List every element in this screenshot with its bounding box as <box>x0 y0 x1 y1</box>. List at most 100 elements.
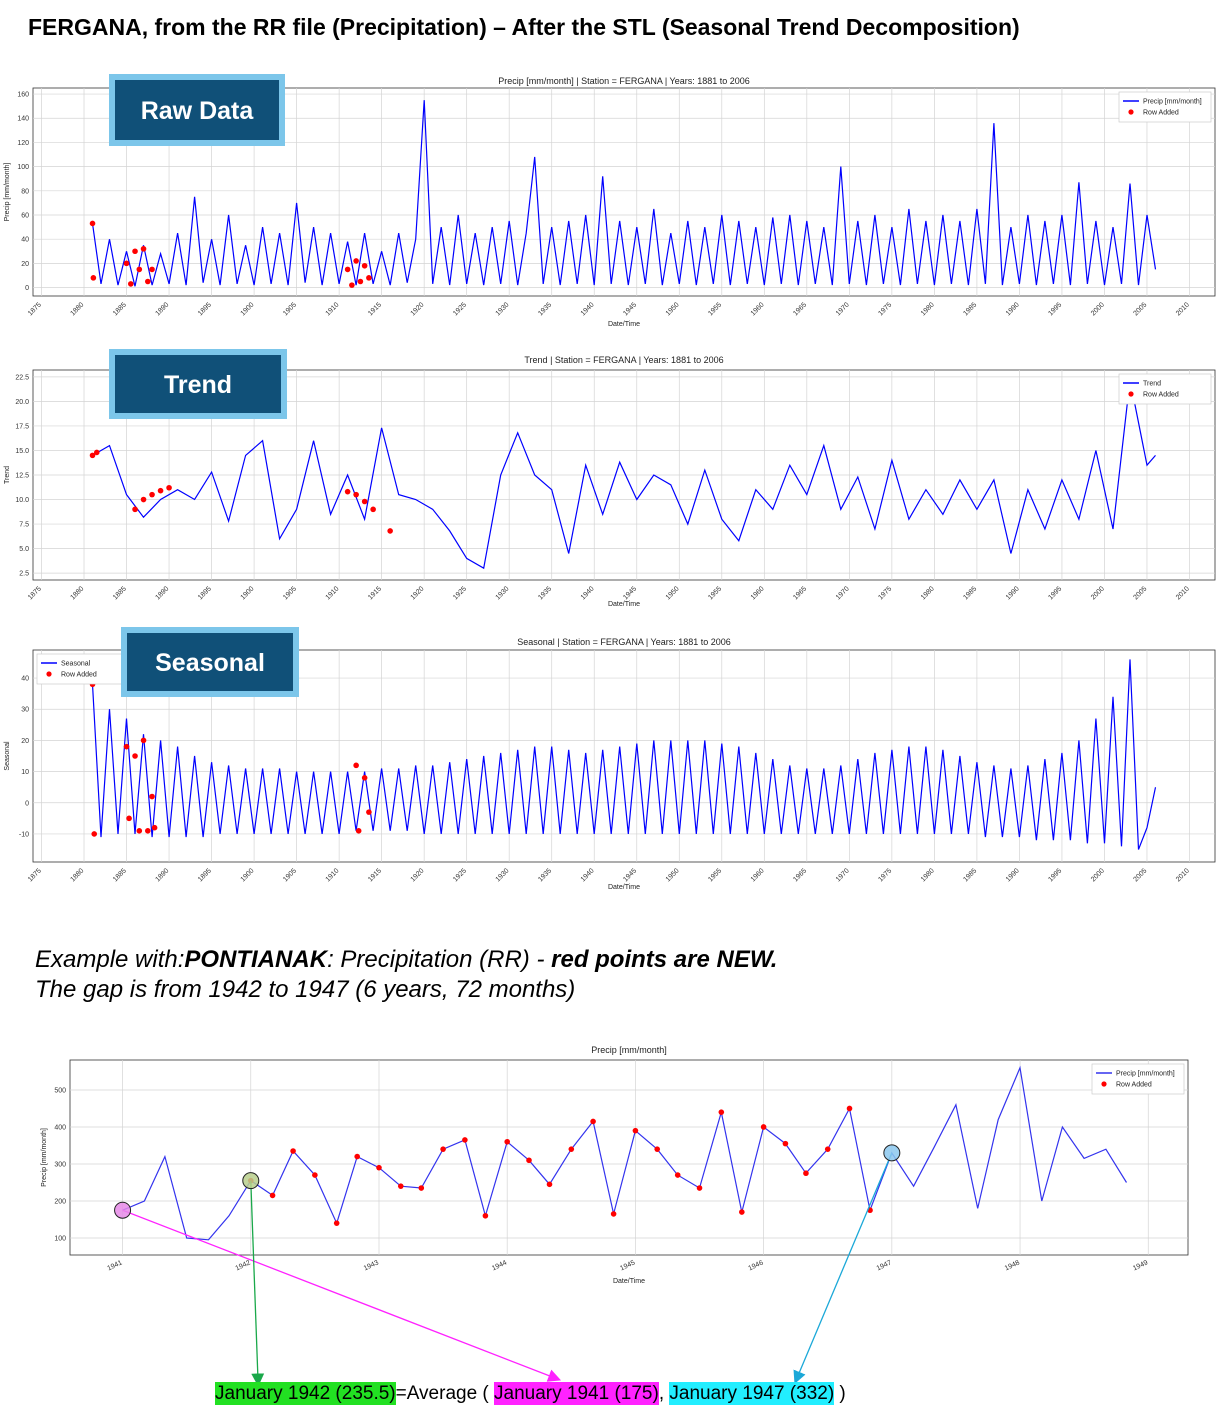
data-point <box>132 506 138 513</box>
legend-label: Trend <box>1143 381 1161 388</box>
y-tick-label: 7.5 <box>19 522 29 529</box>
data-point <box>290 1148 296 1154</box>
data-point <box>366 809 372 815</box>
x-tick-label: 1935 <box>537 301 553 317</box>
x-tick-label: 1970 <box>835 585 851 601</box>
x-tick-label: 1905 <box>282 867 298 883</box>
x-tick-label: 2000 <box>1090 301 1106 317</box>
y-tick-label: 500 <box>54 1087 66 1094</box>
x-tick-label: 2005 <box>1132 585 1148 601</box>
y-tick-label: 12.5 <box>15 473 29 480</box>
y-tick-label: 80 <box>21 188 29 195</box>
data-point <box>361 262 368 269</box>
x-tick-label: 1880 <box>69 867 85 883</box>
series-line <box>122 1065 1128 1241</box>
data-point <box>370 506 376 513</box>
y-tick-label: 17.5 <box>15 423 29 430</box>
data-point <box>123 260 130 267</box>
y-tick-label: 40 <box>21 237 29 244</box>
x-tick-label: 1970 <box>835 301 851 317</box>
formula-result: January 1942 (235.5) <box>215 1382 396 1405</box>
data-point <box>140 496 147 503</box>
x-tick-label: 1995 <box>1047 585 1063 601</box>
x-tick-label: 1960 <box>750 867 766 883</box>
data-point <box>397 1183 404 1189</box>
data-point <box>149 491 155 498</box>
data-point <box>418 1185 425 1191</box>
example-line: Example with:PONTIANAK: Precipitation (R… <box>35 946 777 973</box>
y-tick-label: 160 <box>17 92 29 99</box>
y-tick-label: 200 <box>54 1198 66 1205</box>
y-tick-label: 60 <box>21 212 29 219</box>
data-point <box>526 1157 532 1164</box>
data-point <box>590 1118 596 1125</box>
x-tick-label: 1920 <box>410 585 426 601</box>
legend-label: Seasonal <box>61 661 91 668</box>
x-tick-label: 1925 <box>452 867 468 883</box>
x-tick-label: 1945 <box>622 867 638 883</box>
data-point <box>344 488 351 495</box>
x-tick-label: 1965 <box>792 585 808 601</box>
data-point <box>93 449 100 456</box>
series-line <box>91 659 1157 850</box>
y-axis-label: Precip [mm/month] <box>4 163 11 222</box>
x-tick-label: 1875 <box>27 301 43 317</box>
example-emphasis: red points are NEW. <box>551 946 777 973</box>
x-tick-label: 1875 <box>27 867 43 883</box>
x-tick-label: 1975 <box>877 585 893 601</box>
chart-title: Seasonal | Station = FERGANA | Years: 18… <box>517 637 731 647</box>
data-point <box>739 1209 745 1215</box>
y-tick-label: -10 <box>19 831 29 838</box>
data-point <box>462 1137 468 1143</box>
x-tick-label: 1948 <box>1004 1259 1021 1272</box>
data-point <box>349 282 355 288</box>
x-tick-label: 1915 <box>367 867 383 883</box>
formula-text: , <box>658 1383 670 1404</box>
legend-swatch <box>1101 1081 1107 1087</box>
highlight <box>242 1172 260 1190</box>
x-tick-label: 1990 <box>1005 585 1021 601</box>
data-point <box>546 1181 553 1188</box>
x-tick-label: 1900 <box>240 301 256 317</box>
y-tick-label: 20 <box>21 261 29 268</box>
x-tick-label: 1925 <box>452 585 468 601</box>
x-axis-label: Date/Time <box>608 601 640 608</box>
y-tick-label: 22.5 <box>15 374 29 381</box>
series-line <box>92 379 1156 570</box>
data-point <box>132 753 138 759</box>
data-point <box>504 1138 510 1145</box>
x-tick-label: 1960 <box>750 585 766 601</box>
y-tick-label: 20 <box>21 738 29 745</box>
data-point <box>312 1172 318 1178</box>
x-tick-label: 1941 <box>106 1259 123 1272</box>
data-point <box>157 487 164 494</box>
y-tick-label: 2.5 <box>19 571 29 578</box>
x-tick-label: 1950 <box>665 301 681 317</box>
data-point <box>610 1211 617 1217</box>
legend-label: Row Added <box>61 672 97 679</box>
badge <box>109 349 287 419</box>
data-point <box>89 220 96 227</box>
data-point <box>366 275 372 281</box>
legend-swatch <box>1128 109 1134 115</box>
legend-label: Row Added <box>1143 110 1179 117</box>
x-tick-label: 1945 <box>622 301 638 317</box>
data-point <box>144 278 151 285</box>
x-tick-label: 1995 <box>1047 301 1063 317</box>
x-tick-label: 2005 <box>1132 867 1148 883</box>
data-point <box>654 1146 661 1152</box>
data-point <box>353 762 359 769</box>
data-point <box>632 1127 639 1134</box>
x-tick-label: 1955 <box>707 301 723 317</box>
legend-label: Precip [mm/month] <box>1143 99 1202 106</box>
example-text: Example with: <box>35 946 184 973</box>
x-tick-label: 1960 <box>750 301 766 317</box>
formula-text: =Average ( <box>395 1383 495 1404</box>
data-point <box>353 491 359 498</box>
x-tick-label: 1920 <box>410 867 426 883</box>
chart-title: Precip [mm/month] <box>591 1045 667 1055</box>
legend <box>36 653 130 685</box>
data-point <box>353 258 359 264</box>
x-tick-label: 1940 <box>580 585 596 601</box>
